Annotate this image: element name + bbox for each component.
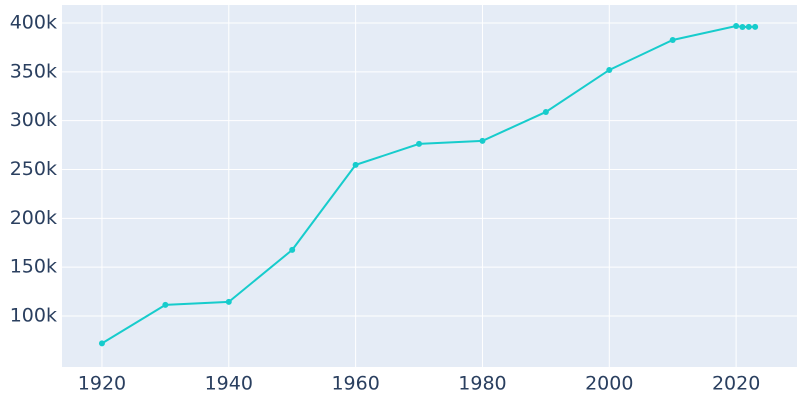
data-point [752,23,759,30]
data-point [225,298,232,305]
plot-area [62,5,797,367]
data-point [739,23,746,30]
x-tick-label: 1980 [458,373,506,395]
data-point [733,23,740,30]
y-tick-label: 300k [10,109,57,131]
y-tick-label: 250k [10,158,57,180]
data-point [669,36,676,43]
data-point [98,340,105,347]
data-point [479,137,486,144]
y-tick-label: 400k [10,11,57,33]
data-point [606,66,613,73]
data-point [162,301,169,308]
x-tick-label: 1920 [78,373,126,395]
data-point [745,23,752,30]
y-tick-label: 350k [10,60,57,82]
y-tick-label: 150k [10,256,57,278]
x-tick-label: 2020 [712,373,760,395]
data-point [416,140,423,147]
y-tick-label: 200k [10,207,57,229]
data-point [352,161,359,168]
x-tick-label: 1960 [331,373,379,395]
x-tick-label: 1940 [205,373,253,395]
x-tick-label: 2000 [585,373,633,395]
y-tick-label: 100k [10,305,57,327]
data-point [289,246,296,253]
data-point [542,108,549,115]
